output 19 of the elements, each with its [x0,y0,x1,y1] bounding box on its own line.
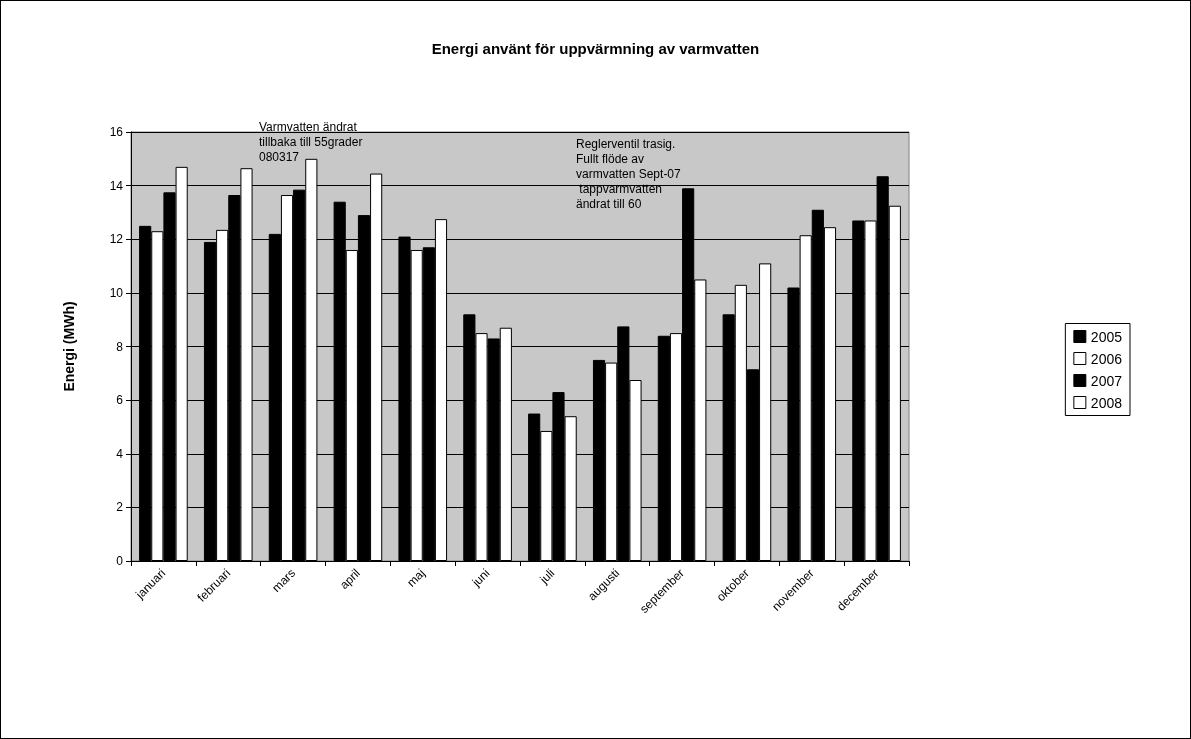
y-tick-label: 12 [109,232,124,247]
legend-label: 2007 [1090,372,1123,389]
y-axis-title: Energi (MWh) [61,301,77,392]
y-tick-label: 16 [109,125,124,139]
x-tick-label: juli [536,566,558,588]
legend-label: 2008 [1090,394,1123,411]
annotation: Varmvatten ändrat tillbaka till 55grader 080317 [259,119,366,164]
y-tick-label: 10 [109,285,124,300]
y-tick-label: 0 [116,554,124,568]
y-tick-label: 4 [116,446,124,461]
legend-label: 2006 [1090,350,1123,367]
y-tick-label: 2 [116,500,124,515]
chart-title: Energi använt för uppvärmning av varmvatten [431,40,760,57]
y-tick-label: 6 [116,393,124,408]
y-tick-label: 14 [109,178,124,193]
y-tick-label: 8 [116,339,124,354]
legend-label: 2005 [1090,328,1123,345]
x-tick-label: maj [404,566,428,590]
annotation: Reglerventil trasig. Fullt flöde av varmvatten Sept-07 tappvarmvatten ändrat till 60 [576,136,682,211]
